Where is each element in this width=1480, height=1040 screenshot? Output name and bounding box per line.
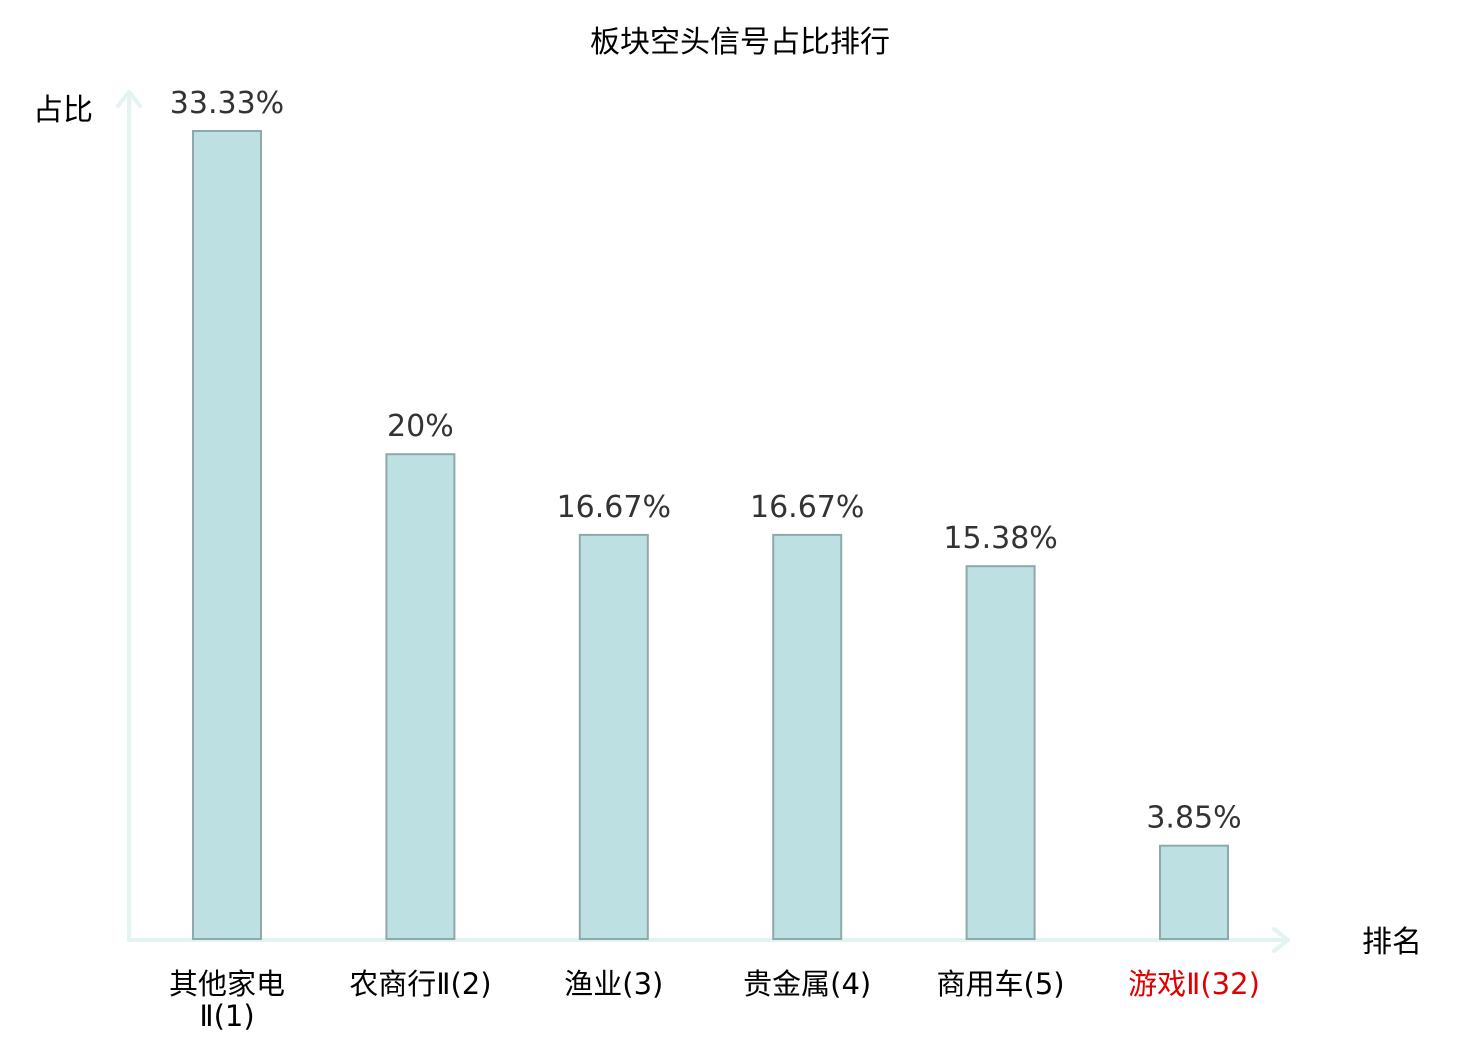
bar (578, 533, 649, 941)
bars-layer (192, 130, 1229, 941)
y-axis-line (116, 90, 142, 942)
bar (772, 533, 843, 941)
x-tick-label: 农商行Ⅱ(2) (349, 967, 491, 1001)
x-tick-label: 游戏Ⅱ(32) (1128, 967, 1260, 1001)
x-tick-label: Ⅱ(1) (199, 999, 254, 1033)
data-label: 33.33% (170, 86, 284, 121)
x-tick-label: 其他家电 (169, 967, 285, 1001)
x-tick-label: 贵金属(4) (743, 967, 871, 1001)
bar (385, 453, 456, 940)
data-label: 15.38% (943, 521, 1057, 556)
data-label: 16.67% (750, 490, 864, 525)
bar (1159, 844, 1229, 941)
bar (192, 130, 262, 940)
value-labels-layer: 33.33% 20% 16.67% 16.67% 15.38% 3.85% (170, 86, 1242, 836)
bar (965, 565, 1036, 940)
y-axis-label: 占比 (33, 93, 93, 128)
x-axis-line (127, 927, 1290, 953)
x-axis-label: 排名 (1362, 925, 1422, 960)
x-tick-label: 渔业(3) (564, 967, 663, 1001)
chart-title: 板块空头信号占比排行 (590, 25, 890, 60)
data-label: 3.85% (1146, 801, 1241, 836)
x-tick-label: 商用车(5) (937, 967, 1065, 1001)
data-label: 20% (387, 409, 454, 444)
data-label: 16.67% (557, 490, 671, 525)
